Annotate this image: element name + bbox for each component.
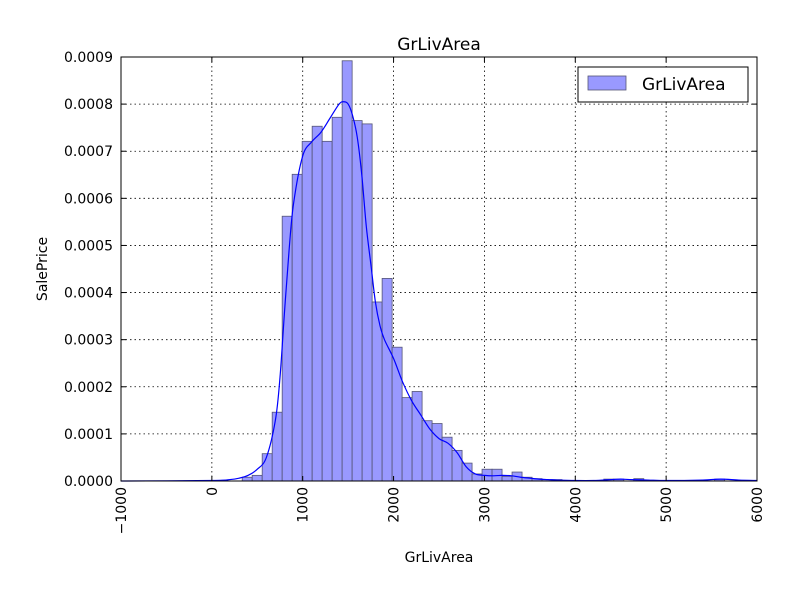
histogram-bar xyxy=(321,140,333,482)
histogram-bar xyxy=(261,453,273,482)
y-tick-label: 0.0001 xyxy=(64,427,113,443)
x-tick-label: −1000 xyxy=(114,487,130,534)
y-tick-label: 0.0000 xyxy=(64,474,113,490)
histogram-bar xyxy=(451,449,463,482)
y-tick-label: 0.0003 xyxy=(64,333,113,349)
histogram-bar xyxy=(461,462,473,482)
y-tick-label: 0.0007 xyxy=(64,144,113,160)
y-axis-label: SalePrice xyxy=(35,237,51,301)
histogram-bar xyxy=(401,397,413,482)
x-tick-label: 6000 xyxy=(750,487,766,523)
y-axis-ticks: 0.0000 0.0001 0.0002 0.0003 0.0004 0.0005 0.00… xyxy=(64,50,757,490)
x-tick-label: 2000 xyxy=(387,487,403,523)
histogram-bar xyxy=(431,423,443,482)
y-tick-label: 0.0008 xyxy=(64,97,113,113)
chart-title: GrLivArea xyxy=(397,35,481,55)
y-tick-label: 0.0005 xyxy=(64,238,113,254)
histogram-bar xyxy=(251,474,263,482)
y-tick-label: 0.0009 xyxy=(64,50,113,66)
y-tick-label: 0.0002 xyxy=(64,380,113,396)
histogram-bar xyxy=(271,411,283,482)
x-tick-label: 0 xyxy=(205,487,221,496)
x-tick-label: 5000 xyxy=(659,487,675,523)
x-tick-label: 1000 xyxy=(296,487,312,523)
plot-frame xyxy=(120,56,758,482)
histogram-bar xyxy=(441,436,453,482)
legend-label: GrLivArea xyxy=(642,75,726,95)
histogram-bar xyxy=(331,116,343,482)
histogram-bar xyxy=(341,60,353,482)
x-axis-label: GrLivArea xyxy=(405,550,474,566)
histogram-bar xyxy=(301,140,313,482)
histogram-bar xyxy=(291,173,303,482)
y-tick-label: 0.0006 xyxy=(64,191,113,207)
histogram-bars xyxy=(241,60,726,482)
x-tick-label: 3000 xyxy=(477,487,493,523)
histogram-bar xyxy=(381,278,393,482)
histogram-bar xyxy=(311,125,323,482)
histogram-bar xyxy=(281,215,293,482)
histogram-bar xyxy=(501,475,513,482)
histogram-bar xyxy=(361,123,373,482)
x-axis-ticks: −1000 0 1000 2000 3000 4000 5000 6000 xyxy=(114,57,766,534)
histogram-bar xyxy=(351,120,363,482)
legend: GrLivArea xyxy=(577,66,749,103)
legend-swatch xyxy=(587,75,627,91)
histogram-bar xyxy=(241,476,253,482)
y-tick-label: 0.0004 xyxy=(64,286,113,302)
x-tick-label: 4000 xyxy=(568,487,584,523)
